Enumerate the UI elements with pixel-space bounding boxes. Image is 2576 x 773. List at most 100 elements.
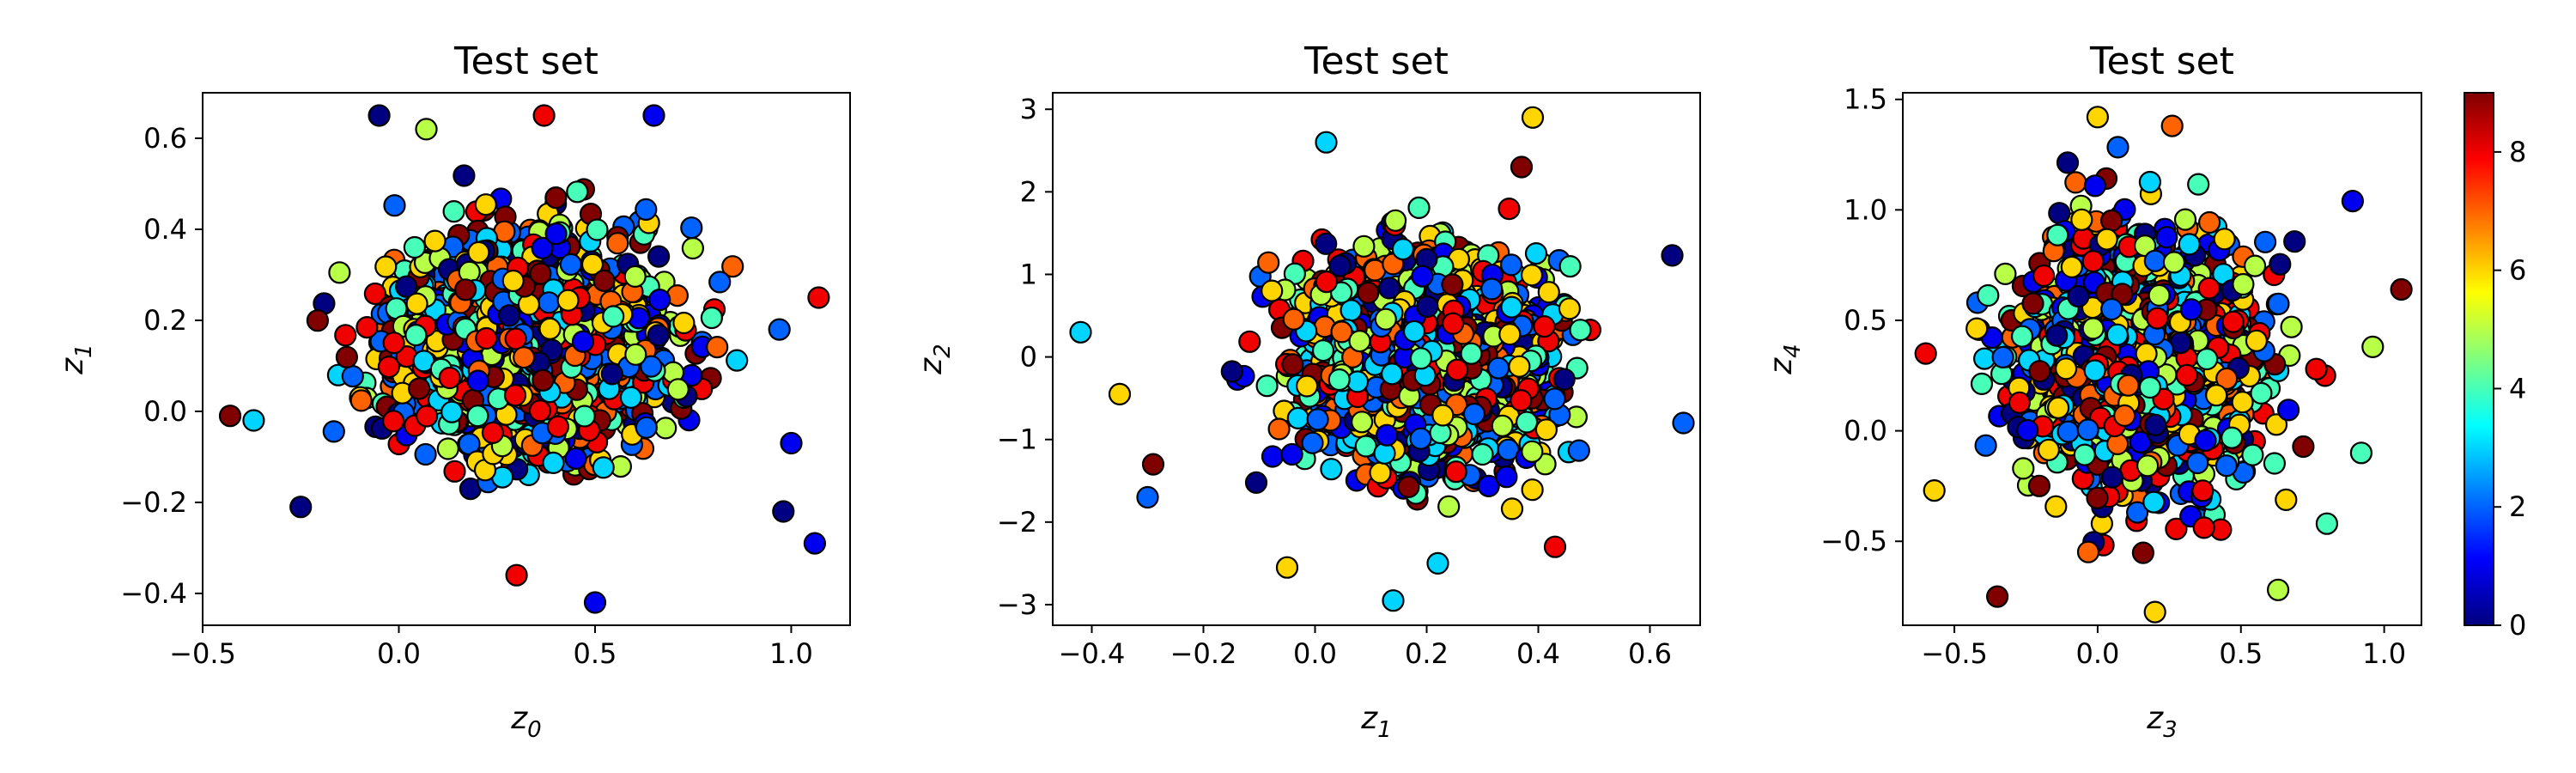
x-tick-label: 0.4	[1516, 637, 1560, 670]
data-point	[1471, 442, 1494, 466]
x-tick-label: 0.2	[1405, 637, 1449, 670]
data-point	[1380, 362, 1404, 386]
data-point	[680, 216, 703, 240]
data-point	[1354, 435, 1377, 458]
data-point	[1328, 254, 1352, 277]
data-point	[602, 305, 625, 328]
data-point	[1521, 440, 1544, 463]
data-point	[1534, 418, 1558, 441]
data-point	[573, 405, 596, 428]
data-point	[1257, 251, 1280, 274]
data-point	[571, 330, 595, 353]
data-point	[1357, 281, 1380, 304]
data-point	[726, 349, 749, 372]
data-point	[1402, 320, 1426, 343]
data-point	[1569, 319, 1592, 342]
data-point	[2263, 452, 2286, 475]
scatter-points	[218, 104, 830, 614]
data-point	[467, 240, 490, 264]
data-point	[592, 269, 616, 292]
data-point	[440, 400, 464, 423]
data-point	[803, 532, 827, 555]
data-point	[1973, 347, 1996, 370]
data-point	[1320, 458, 1343, 481]
x-tick-label: 0.0	[377, 637, 421, 670]
data-point	[1350, 411, 1374, 434]
data-point	[1477, 474, 1500, 498]
data-point	[566, 180, 589, 204]
data-point	[1462, 402, 1486, 426]
data-point	[1416, 295, 1439, 319]
scatter-points	[1914, 106, 2413, 624]
x-tick-label: −0.2	[1170, 637, 1237, 670]
data-point	[1558, 297, 1582, 320]
data-point	[780, 431, 803, 455]
data-point	[503, 384, 527, 407]
data-point	[1383, 209, 1407, 232]
data-point	[242, 409, 265, 432]
data-point	[600, 362, 623, 386]
data-point	[1508, 355, 1531, 378]
y-axis-label: z1	[55, 344, 97, 374]
data-point	[481, 421, 505, 444]
y-tick-label: −2	[997, 506, 1037, 539]
data-point	[1069, 320, 1092, 344]
data-point	[355, 316, 379, 339]
y-tick-label: 0.4	[143, 213, 187, 246]
data-point	[382, 410, 405, 433]
data-point	[642, 104, 665, 127]
data-point	[1437, 495, 1461, 518]
data-point	[586, 218, 609, 241]
data-point	[1480, 277, 1504, 301]
data-point	[2292, 435, 2315, 459]
data-point	[1275, 556, 1299, 579]
data-point	[408, 377, 431, 400]
x-tick-label: 1.0	[769, 637, 813, 670]
data-point	[1431, 404, 1455, 427]
data-point	[1244, 471, 1268, 495]
data-point	[403, 235, 426, 259]
data-point	[1524, 242, 1548, 265]
data-point	[2126, 501, 2149, 524]
data-point	[564, 447, 587, 471]
x-axis-label: z0	[510, 701, 541, 743]
data-point	[1486, 356, 1510, 380]
data-point	[322, 420, 345, 443]
data-point	[442, 200, 465, 223]
plot-frame	[202, 92, 851, 626]
data-point	[1500, 497, 1524, 520]
data-point	[1261, 279, 1284, 302]
data-point	[349, 389, 373, 412]
data-point	[2267, 292, 2290, 315]
data-point	[512, 346, 536, 369]
data-point	[334, 324, 357, 347]
data-point	[647, 324, 670, 347]
data-point	[1374, 307, 1397, 331]
data-point	[368, 104, 391, 127]
data-point	[1495, 466, 1518, 489]
data-point	[544, 186, 568, 210]
data-point	[1460, 342, 1483, 365]
data-point	[1315, 271, 1338, 294]
data-point	[341, 365, 364, 388]
data-point	[1521, 478, 1544, 502]
data-point	[1255, 374, 1279, 398]
data-point	[1510, 389, 1533, 412]
data-point	[2012, 457, 2035, 480]
data-point	[700, 306, 724, 330]
data-point	[1970, 372, 1994, 395]
y-tick-label: 1	[1020, 258, 1037, 290]
data-point	[414, 442, 437, 466]
y-tick-label: −3	[997, 588, 1037, 621]
data-point	[1315, 232, 1338, 255]
chart-title: Test set	[1303, 40, 1449, 83]
data-point	[1108, 382, 1132, 405]
data-point	[1500, 295, 1523, 319]
data-point	[1136, 485, 1159, 509]
data-point	[374, 255, 398, 278]
data-point	[1301, 431, 1324, 454]
data-point	[363, 282, 386, 306]
